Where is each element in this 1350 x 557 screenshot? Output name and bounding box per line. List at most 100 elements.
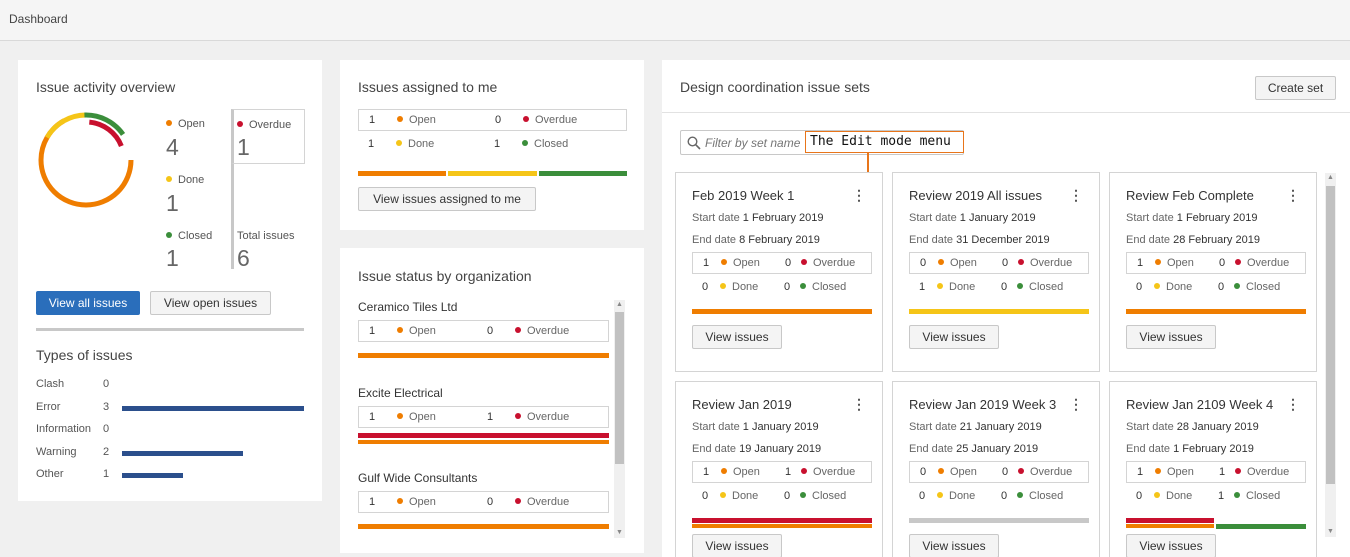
issue-sets-panel: Design coordination issue sets Create se…	[662, 60, 1350, 557]
set-summary-box[interactable]: 1 Open 0 Overdue	[1126, 252, 1306, 274]
set-overdue-label: Overdue	[801, 257, 855, 269]
open-dot-icon	[938, 259, 944, 265]
org-name: Ceramico Tiles Ltd	[358, 300, 458, 314]
scroll-thumb[interactable]	[615, 312, 624, 464]
sets-scrollbar[interactable]: ▲ ▼	[1325, 173, 1336, 537]
status-bar	[692, 309, 872, 314]
set-done-label: Done	[1154, 490, 1192, 502]
set-name[interactable]: Review Jan 2109 Week 4	[1126, 397, 1274, 412]
set-summary-box[interactable]: 0 Open 0 Overdue	[909, 252, 1089, 274]
set-name[interactable]: Review Jan 2019 Week 3	[909, 397, 1057, 412]
view-issues-button[interactable]: View issues	[909, 534, 999, 557]
set-closed-count: 0	[784, 490, 791, 502]
start-date-line: Start date 1 January 2019	[692, 421, 819, 433]
kebab-menu-icon[interactable]: ⋮	[1286, 396, 1300, 412]
issue-set-card[interactable]: Feb 2019 Week 1 ⋮ Start date 1 February 20…	[675, 172, 883, 372]
set-name[interactable]: Feb 2019 Week 1	[692, 188, 795, 203]
type-row: Other 1	[36, 468, 326, 484]
view-all-issues-button[interactable]: View all issues	[36, 291, 140, 315]
closed-dot-icon	[166, 232, 172, 238]
overdue-dot-icon	[801, 468, 807, 474]
kebab-menu-icon[interactable]: ⋮	[1069, 187, 1083, 203]
kebab-menu-icon[interactable]: ⋮	[852, 187, 866, 203]
set-name[interactable]: Review Jan 2019	[692, 397, 792, 412]
org-open-bar	[358, 439, 609, 444]
create-set-button[interactable]: Create set	[1255, 76, 1336, 100]
end-date-value: 28 February 2019	[1173, 234, 1260, 246]
open-bar	[1126, 524, 1214, 528]
closed-stat-label: Closed	[166, 230, 212, 242]
assigned-open-count: 1	[369, 114, 376, 126]
overdue-stat-box[interactable]	[231, 109, 305, 164]
set-name[interactable]: Review Feb Complete	[1126, 188, 1254, 203]
overdue-dot-icon	[237, 121, 243, 127]
scroll-up-arrow-icon[interactable]: ▲	[616, 301, 623, 308]
org-summary-box[interactable]: 1 Open 0 Overdue	[358, 320, 609, 342]
org-open-count: 1	[369, 496, 376, 508]
view-issues-button[interactable]: View issues	[692, 534, 782, 557]
end-date-line: End date 28 February 2019	[1126, 234, 1260, 246]
view-issues-button[interactable]: View issues	[692, 325, 782, 349]
kebab-menu-icon[interactable]: ⋮	[1286, 187, 1300, 203]
assigned-summary-box[interactable]: 1 Open 0 Overdue	[358, 109, 627, 131]
org-open-count: 1	[369, 410, 376, 423]
issue-set-card[interactable]: Review Jan 2019 Week 3 ⋮ Start date 21 Jan…	[892, 381, 1100, 557]
org-open-count: 1	[369, 325, 376, 337]
org-overdue-label: Overdue	[515, 496, 569, 508]
done-dot-icon	[937, 283, 943, 289]
org-summary-box[interactable]: 1 Open 1 Overdue	[358, 405, 609, 428]
open-bar	[692, 524, 872, 528]
done-dot-icon	[937, 492, 943, 498]
status-bar	[1126, 309, 1306, 314]
type-name: Clash	[36, 378, 65, 390]
org-scrollbar[interactable]: ▲ ▼	[614, 300, 625, 538]
scroll-thumb[interactable]	[1326, 186, 1335, 484]
scroll-down-arrow-icon[interactable]: ▼	[1327, 528, 1334, 535]
set-done-count: 0	[1136, 490, 1143, 502]
set-summary-box[interactable]: 1 Open 1 Overdue	[1126, 461, 1306, 483]
org-open-label: Open	[397, 411, 436, 423]
set-overdue-count: 0	[1002, 466, 1009, 478]
set-summary-box[interactable]: 1 Open 1 Overdue	[692, 461, 872, 483]
search-icon	[687, 136, 701, 150]
set-summary-box[interactable]: 0 Open 0 Overdue	[909, 461, 1089, 483]
issue-donut-chart	[38, 112, 134, 208]
breadcrumb[interactable]: Dashboard	[9, 12, 68, 26]
top-bar: Dashboard	[0, 0, 1350, 41]
org-overdue-count: 0	[487, 496, 494, 508]
closed-dot-icon	[522, 140, 528, 146]
scroll-down-arrow-icon[interactable]: ▼	[616, 529, 623, 536]
kebab-menu-icon[interactable]: ⋮	[852, 396, 866, 412]
done-stat-label: Done	[166, 174, 204, 186]
end-date-value: 8 February 2019	[739, 234, 820, 246]
done-dot-icon	[720, 283, 726, 289]
type-name: Information	[36, 423, 92, 435]
set-name[interactable]: Review 2019 All issues	[909, 188, 1042, 203]
view-assigned-button[interactable]: View issues assigned to me	[358, 187, 536, 211]
type-count: 1	[103, 468, 110, 480]
overdue-stat-count: 1	[237, 134, 250, 160]
issue-set-card[interactable]: Review 2019 All issues ⋮ Start date 1 Janu…	[892, 172, 1100, 372]
callout-box: The Edit mode menu	[805, 131, 964, 153]
issue-set-card[interactable]: Review Jan 2019 ⋮ Start date 1 January 201…	[675, 381, 883, 557]
start-date-value: 21 January 2019	[959, 421, 1042, 433]
set-summary-box[interactable]: 1 Open 0 Overdue	[692, 252, 872, 274]
view-issues-button[interactable]: View issues	[1126, 325, 1216, 349]
org-overdue-label: Overdue	[515, 325, 569, 337]
kebab-menu-icon[interactable]: ⋮	[1069, 396, 1083, 412]
bar-done	[448, 171, 537, 176]
bar-open	[358, 171, 447, 176]
set-open-label: Open	[1155, 257, 1194, 269]
org-open-label: Open	[397, 325, 436, 337]
end-date-line: End date 19 January 2019	[692, 443, 822, 455]
view-issues-button[interactable]: View issues	[1126, 534, 1216, 557]
issue-set-card[interactable]: Review Feb Complete ⋮ Start date 1 Februar…	[1109, 172, 1317, 372]
issue-set-card[interactable]: Review Jan 2109 Week 4 ⋮ Start date 28 Jan…	[1109, 381, 1317, 557]
org-status-title: Issue status by organization	[358, 268, 532, 284]
org-summary-box[interactable]: 1 Open 0 Overdue	[358, 491, 609, 513]
set-open-count: 1	[1137, 466, 1144, 478]
view-open-issues-button[interactable]: View open issues	[150, 291, 271, 315]
section-divider	[36, 328, 304, 331]
view-issues-button[interactable]: View issues	[909, 325, 999, 349]
scroll-up-arrow-icon[interactable]: ▲	[1327, 174, 1334, 181]
